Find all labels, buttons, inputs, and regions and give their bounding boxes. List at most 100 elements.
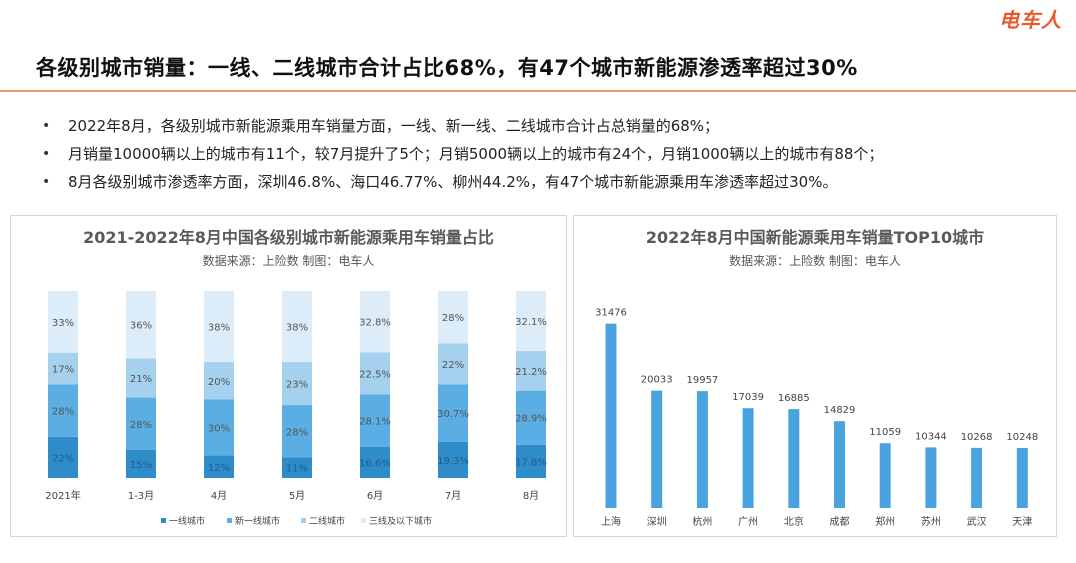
data-label: 31476: [595, 308, 627, 319]
bar-segment: [438, 441, 468, 478]
chart-title: 2021-2022年8月中国各级别城市新能源乘用车销量占比: [83, 228, 494, 247]
data-label: 28.1%: [359, 417, 391, 428]
legend-swatch: [227, 518, 232, 523]
bar: [788, 409, 800, 508]
tier-share-chart-panel: 2021-2022年8月中国各级别城市新能源乘用车销量占比 数据来源：上险数 制…: [10, 215, 567, 537]
x-tick-label: 1-3月: [128, 490, 154, 502]
bar-segment: [126, 358, 156, 398]
x-tick-label: 5月: [289, 490, 305, 502]
data-label: 22%: [52, 453, 74, 464]
stacked-bar-chart: 22% 28% 17% 33% 2021年 15% 28% 21% 36% 1-3月 12% 30% 2…: [45, 291, 547, 527]
data-label: 20033: [641, 375, 673, 386]
bar-segment: [204, 362, 234, 400]
data-label: 22.5%: [359, 369, 391, 380]
bar-segment: [516, 444, 546, 478]
x-tick-label: 8月: [523, 490, 539, 502]
data-label: 28%: [442, 313, 464, 324]
bar: [925, 447, 937, 508]
legend-label: 新一线城市: [235, 515, 280, 527]
chart-title: 2022年8月中国新能源乘用车销量TOP10城市: [645, 228, 985, 247]
legend-swatch: [361, 518, 366, 523]
data-label: 11%: [286, 464, 308, 475]
legend-label: 三线及以下城市: [369, 515, 432, 527]
bar-segment: [360, 446, 390, 478]
data-label: 32.8%: [359, 318, 391, 329]
data-label: 36%: [130, 321, 152, 332]
data-label: 28%: [130, 420, 152, 431]
bar-segment: [360, 291, 390, 353]
x-tick-label: 4月: [211, 490, 227, 502]
data-label: 17039: [732, 392, 764, 403]
x-tick-label: 成都: [830, 516, 850, 528]
top10-chart-panel: 2022年8月中国新能源乘用车销量TOP10城市 数据来源：上险数 制图：电车人…: [573, 215, 1057, 537]
x-tick-label: 7月: [445, 490, 461, 502]
data-label: 38%: [208, 323, 230, 334]
data-label: 10268: [961, 432, 993, 443]
bar-segment: [48, 384, 78, 437]
bar-segment: [282, 362, 312, 406]
data-label: 38%: [286, 323, 308, 334]
data-label: 16885: [778, 393, 810, 404]
data-label: 12%: [208, 463, 230, 474]
x-tick-label: 苏州: [921, 515, 941, 528]
bar-segment: [126, 291, 156, 359]
bar-segment: [516, 351, 546, 391]
x-tick-label: 郑州: [875, 515, 895, 528]
bar-segment: [126, 449, 156, 478]
summary-bullets: 2022年8月，各级别城市新能源乘用车销量方面，一线、新一线、二线城市合计占总销…: [40, 112, 1050, 196]
data-label: 10248: [1006, 432, 1038, 443]
chart-subtitle: 数据来源：上险数 制图：电车人: [202, 254, 375, 268]
legend-label: 二线城市: [309, 515, 345, 527]
data-label: 19957: [686, 375, 718, 386]
data-label: 14829: [824, 405, 856, 416]
bar-segment: [516, 390, 546, 445]
bar: [605, 323, 617, 508]
legend-swatch: [301, 518, 306, 523]
bullet-item: 8月各级别城市渗透率方面，深圳46.8%、海口46.77%、柳州44.2%，有4…: [40, 168, 1050, 196]
bar: [834, 421, 845, 508]
x-tick-label: 武汉: [967, 515, 987, 528]
data-label: 17.8%: [515, 457, 547, 468]
data-label: 23%: [286, 380, 308, 391]
data-label: 19.3%: [437, 456, 469, 467]
bar-segment: [360, 394, 390, 447]
x-tick-label: 6月: [367, 490, 383, 502]
data-label: 28%: [286, 427, 308, 438]
bar: [879, 443, 891, 508]
data-label: 28.9%: [515, 414, 547, 425]
data-label: 21%: [130, 374, 152, 385]
bar-segment: [360, 352, 390, 395]
data-label: 16.6%: [359, 458, 391, 469]
data-label: 33%: [52, 318, 74, 329]
x-tick-label: 2021年: [45, 489, 80, 502]
x-tick-label: 北京: [784, 515, 804, 528]
bullet-item: 2022年8月，各级别城市新能源乘用车销量方面，一线、新一线、二线城市合计占总销…: [40, 112, 1050, 140]
data-label: 22%: [442, 360, 464, 371]
bar: [742, 408, 754, 508]
bar-segment: [282, 291, 312, 363]
data-label: 30.7%: [437, 409, 469, 420]
x-tick-label: 上海: [601, 515, 621, 528]
bar: [651, 390, 663, 508]
chart-subtitle: 数据来源：上险数 制图：电车人: [729, 254, 901, 268]
data-label: 28%: [52, 407, 74, 418]
data-label: 10344: [915, 431, 947, 442]
brand-logo: 电车人: [999, 8, 1062, 32]
x-tick-label: 广州: [738, 516, 758, 528]
bar-segment: [282, 457, 312, 478]
bar: [971, 447, 983, 508]
page-title: 各级别城市销量：一线、二线城市合计占比68%，有47个城市新能源渗透率超过30%: [36, 56, 858, 80]
top10-bar-chart: 31476 上海 20033 深圳 19957 杭州 17039 广州 16885 北京 14829…: [595, 308, 1038, 528]
x-tick-label: 天津: [1012, 516, 1032, 528]
legend-label: 一线城市: [169, 515, 205, 527]
bar-segment: [204, 399, 234, 456]
bar-segment: [204, 291, 234, 363]
bar: [1016, 447, 1028, 508]
bar-segment: [438, 291, 468, 344]
data-label: 15%: [130, 460, 152, 471]
title-divider: [0, 90, 1076, 92]
data-label: 21.2%: [515, 367, 547, 378]
data-label: 11059: [869, 427, 901, 438]
bar: [696, 391, 708, 508]
x-tick-label: 杭州: [692, 515, 712, 528]
